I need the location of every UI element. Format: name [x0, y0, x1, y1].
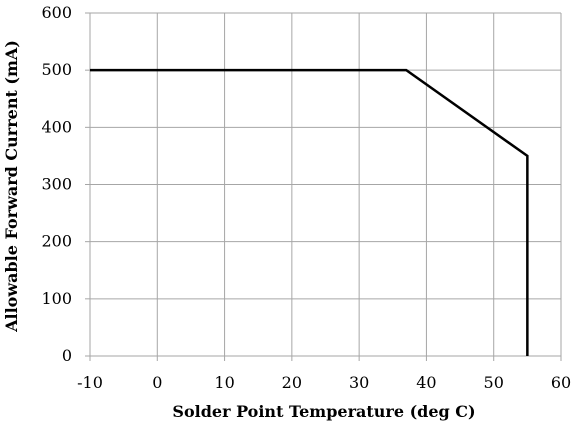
- series-line: [90, 68, 529, 356]
- y-tick-label: 100: [41, 289, 72, 308]
- gridlines: [85, 12, 562, 361]
- x-tick-label: 0: [152, 373, 162, 392]
- y-tick-label: 500: [41, 60, 72, 79]
- x-tick-label: 40: [416, 373, 436, 392]
- series-layer: [90, 68, 529, 356]
- x-tick-label: 20: [282, 373, 302, 392]
- y-tick-label: 400: [41, 117, 72, 136]
- x-tick-label: 30: [349, 373, 369, 392]
- x-tick-labels: -10 0 10 20 30 40 50 60: [77, 373, 571, 392]
- x-tick-label: 10: [214, 373, 234, 392]
- y-tick-label: 200: [41, 232, 72, 251]
- x-tick-label: 60: [551, 373, 571, 392]
- y-tick-label: 300: [41, 175, 72, 194]
- y-tick-labels: 0 100 200 300 400 500 600: [41, 3, 72, 365]
- y-tick-label: 600: [41, 3, 72, 22]
- x-tick-label: -10: [77, 373, 103, 392]
- y-axis-title: Allowable Forward Current (mA): [2, 40, 21, 333]
- y-tick-label: 0: [62, 346, 72, 365]
- x-axis-title: Solder Point Temperature (deg C): [172, 402, 475, 421]
- x-tick-label: 50: [484, 373, 504, 392]
